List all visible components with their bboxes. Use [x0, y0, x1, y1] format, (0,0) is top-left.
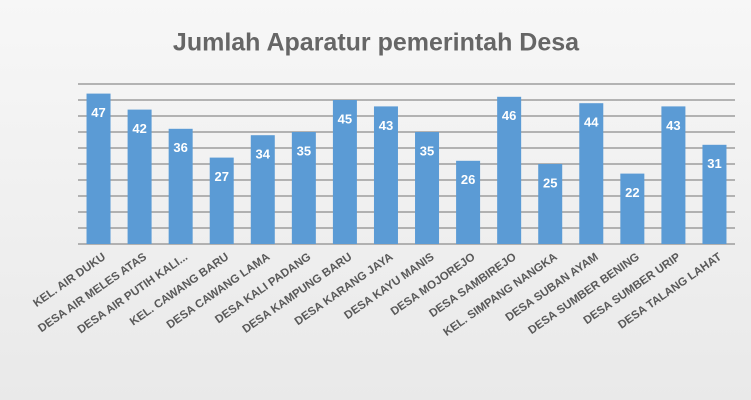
value-label: 45 [338, 111, 352, 126]
value-label: 22 [625, 185, 639, 200]
value-label: 44 [584, 115, 599, 130]
value-label: 35 [420, 143, 434, 158]
bar [373, 106, 398, 245]
bar [209, 157, 234, 244]
value-label: 42 [132, 121, 146, 136]
bar [127, 109, 152, 244]
value-label: 27 [214, 169, 228, 184]
value-label: 43 [379, 118, 393, 133]
bar [702, 144, 727, 244]
chart-title: Jumlah Aparatur pemerintah Desa [173, 29, 580, 57]
value-label: 46 [502, 108, 516, 123]
bar [86, 93, 111, 244]
bar [168, 128, 193, 244]
bar [250, 135, 275, 244]
bar [620, 173, 645, 244]
bar [579, 103, 604, 244]
value-label: 43 [666, 118, 680, 133]
value-label: 35 [297, 143, 311, 158]
bar [332, 100, 357, 244]
value-label: 31 [707, 156, 721, 171]
bar [538, 164, 563, 244]
value-label: 36 [173, 140, 187, 155]
value-label: 47 [91, 105, 105, 120]
value-label: 26 [461, 172, 475, 187]
value-label: 34 [256, 147, 271, 162]
value-label: 25 [543, 175, 557, 190]
bar [661, 106, 686, 245]
bar [497, 96, 522, 244]
bar [415, 132, 440, 244]
bar [456, 160, 481, 244]
bar [291, 132, 316, 244]
